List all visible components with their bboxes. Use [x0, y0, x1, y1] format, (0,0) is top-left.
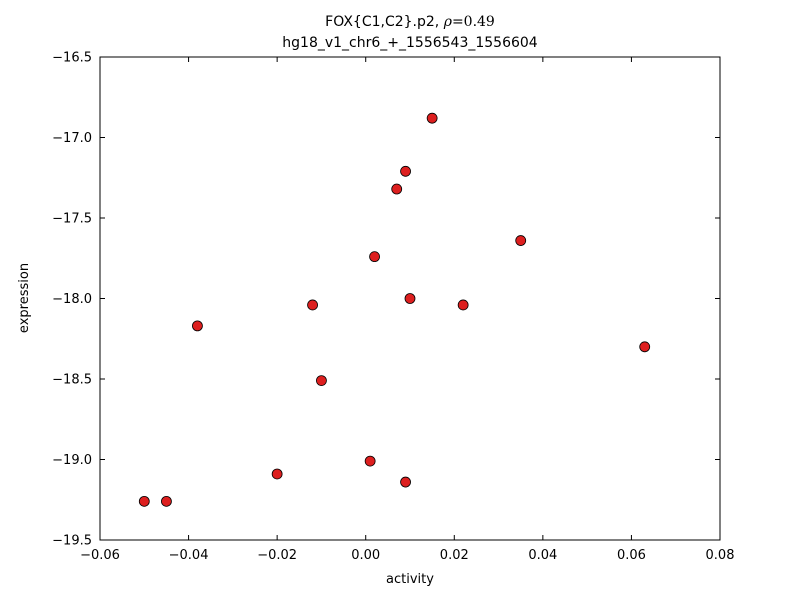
y-tick-label: −17.0 [52, 131, 92, 146]
y-tick-label: −17.5 [52, 212, 92, 227]
data-point [161, 495, 172, 507]
x-tick-label: −0.02 [257, 548, 297, 563]
y-tick-label: −18.0 [52, 292, 92, 307]
x-tick-label: −0.04 [169, 548, 209, 563]
y-tick-label: −18.5 [52, 373, 92, 388]
data-point [307, 299, 318, 311]
x-axis-label: activity [386, 572, 434, 587]
x-tick-label: 0.08 [706, 548, 735, 563]
data-point [400, 476, 411, 488]
x-tick-label: 0.06 [617, 548, 646, 563]
y-axis-label: expression [17, 263, 32, 333]
data-point [400, 165, 411, 177]
data-point [639, 341, 651, 353]
x-tick-label: 0.04 [528, 548, 557, 563]
y-tick-label: −16.5 [52, 51, 92, 66]
data-point [404, 293, 416, 304]
data-point [515, 235, 527, 246]
data-point [192, 320, 203, 332]
y-tick-label: −19.5 [52, 534, 92, 549]
y-tick-label: −19.0 [52, 453, 92, 468]
data-point [369, 251, 380, 263]
chart-subtitle: hg18_v1_chr6_+_1556543_1556604 [282, 35, 538, 51]
chart-title-rho: ρ [443, 14, 453, 30]
data-point [271, 468, 283, 480]
data-point [364, 455, 376, 467]
data-point [391, 183, 403, 195]
chart-title-value: =0.49 [452, 14, 495, 30]
x-tick-label: 0.02 [440, 548, 469, 563]
chart-title: FOX{C1,C2}.p2, ρ=0.49 [325, 14, 495, 30]
chart-title-prefix: FOX{C1,C2}.p2, [325, 14, 444, 30]
data-point [426, 112, 438, 124]
x-tick-label: 0.00 [351, 548, 380, 563]
data-point [316, 375, 327, 387]
data-point [138, 495, 150, 507]
x-tick-label: −0.06 [80, 548, 120, 563]
data-point [457, 299, 469, 311]
